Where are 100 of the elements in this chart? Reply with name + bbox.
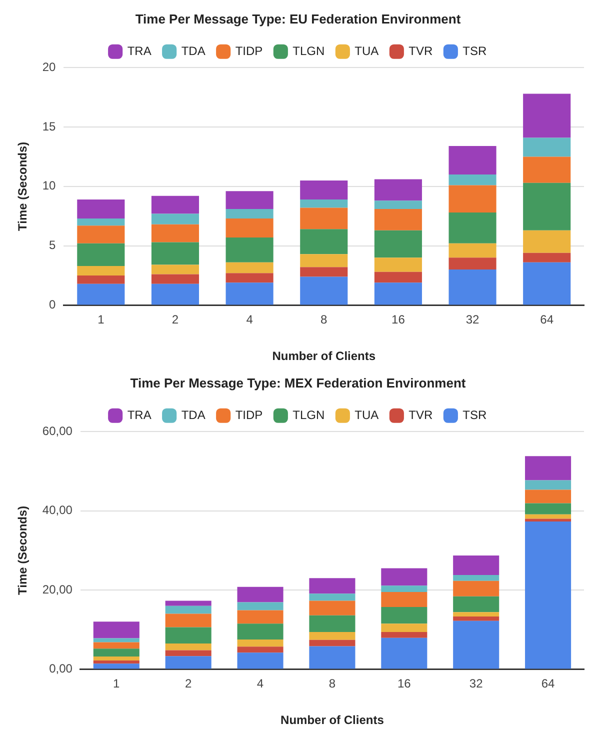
legend-label: TRA bbox=[127, 408, 152, 422]
bar bbox=[374, 230, 422, 258]
bar bbox=[151, 196, 200, 214]
bar bbox=[237, 652, 284, 669]
y-axis-title: Time (Seconds) bbox=[16, 506, 30, 595]
bar bbox=[448, 270, 496, 305]
bar bbox=[151, 284, 200, 305]
y-tick-label: 20 bbox=[42, 60, 56, 74]
y-tick-label: 0,00 bbox=[49, 662, 73, 676]
bar bbox=[300, 208, 348, 230]
bar bbox=[226, 273, 274, 283]
bar bbox=[525, 514, 572, 519]
bar bbox=[374, 208, 422, 230]
legend-label: TSR bbox=[462, 408, 488, 422]
bar bbox=[523, 230, 571, 253]
legend-label: TDA bbox=[181, 408, 206, 422]
chart-title: Time Per Message Type: MEX Federation Environment bbox=[130, 375, 466, 390]
bar bbox=[525, 518, 572, 522]
x-tick-label: 8 bbox=[328, 676, 336, 691]
bar bbox=[165, 656, 212, 669]
bar bbox=[165, 614, 212, 628]
x-tick-label: 32 bbox=[466, 312, 480, 327]
bar bbox=[523, 252, 571, 262]
bar bbox=[453, 620, 500, 669]
legend-label: TUA bbox=[354, 408, 379, 422]
bar bbox=[453, 596, 500, 612]
bar bbox=[93, 642, 140, 649]
bar bbox=[300, 180, 348, 200]
legend-label: TIDP bbox=[235, 44, 263, 58]
bar bbox=[381, 638, 428, 669]
legend-label: TIDP bbox=[235, 408, 263, 422]
bar bbox=[151, 264, 200, 274]
bar bbox=[300, 254, 348, 268]
bar bbox=[300, 229, 348, 254]
bar bbox=[226, 208, 274, 218]
x-axis-title: Number of Clients bbox=[280, 713, 384, 728]
bar bbox=[151, 242, 200, 265]
legend-label: TDA bbox=[181, 44, 206, 58]
y-axis-title: Time (Seconds) bbox=[16, 142, 30, 231]
bar bbox=[151, 274, 200, 284]
bar bbox=[523, 182, 571, 230]
bar bbox=[525, 521, 572, 669]
bar bbox=[165, 650, 212, 656]
bar bbox=[93, 648, 140, 657]
x-tick-label: 1 bbox=[113, 676, 120, 691]
y-tick-label: 60,00 bbox=[42, 424, 73, 438]
bar bbox=[237, 610, 284, 624]
bar bbox=[448, 174, 496, 186]
bar bbox=[374, 200, 422, 209]
bar bbox=[226, 237, 274, 262]
bar bbox=[374, 179, 422, 201]
bar bbox=[93, 638, 140, 642]
bar bbox=[237, 624, 284, 640]
bar bbox=[309, 578, 356, 594]
bar bbox=[151, 224, 200, 242]
x-tick-label: 16 bbox=[392, 312, 406, 327]
bar bbox=[237, 646, 284, 653]
x-tick-label: 4 bbox=[256, 676, 264, 691]
bar bbox=[523, 156, 571, 183]
bar bbox=[448, 146, 496, 175]
bar bbox=[453, 612, 500, 617]
bar bbox=[525, 503, 572, 514]
y-tick-label: 15 bbox=[42, 119, 56, 134]
bar bbox=[93, 656, 140, 660]
y-tick-label: 10 bbox=[42, 178, 56, 193]
bar bbox=[525, 490, 572, 504]
bar bbox=[237, 602, 284, 610]
bar bbox=[448, 185, 496, 213]
bar bbox=[300, 199, 348, 208]
bar bbox=[77, 218, 125, 226]
bar bbox=[453, 616, 500, 621]
bar bbox=[77, 226, 125, 244]
y-tick-label: 20,00 bbox=[42, 582, 73, 596]
bar bbox=[77, 243, 125, 266]
bar bbox=[165, 600, 212, 606]
bar bbox=[448, 212, 496, 244]
bar bbox=[453, 580, 500, 596]
bar bbox=[523, 138, 571, 157]
bar bbox=[226, 191, 274, 209]
bar bbox=[525, 456, 572, 480]
legend-label: TVR bbox=[408, 408, 434, 422]
bar bbox=[381, 632, 428, 638]
legend-label: TSR bbox=[462, 44, 488, 58]
y-tick-label: 40,00 bbox=[42, 503, 73, 518]
bar bbox=[309, 600, 356, 616]
bar bbox=[165, 606, 212, 614]
legend-label: TLGN bbox=[292, 408, 325, 422]
bar bbox=[523, 262, 571, 305]
x-tick-label: 2 bbox=[184, 676, 192, 691]
x-tick-label: 2 bbox=[172, 312, 179, 327]
bar bbox=[381, 592, 428, 608]
bar bbox=[381, 568, 428, 586]
x-tick-label: 1 bbox=[98, 312, 105, 327]
bar bbox=[226, 262, 274, 274]
y-tick-label: 0 bbox=[49, 298, 56, 312]
bar bbox=[374, 272, 422, 283]
bar bbox=[381, 624, 428, 632]
bar bbox=[309, 594, 356, 601]
bar bbox=[374, 258, 422, 272]
bar bbox=[300, 267, 348, 277]
